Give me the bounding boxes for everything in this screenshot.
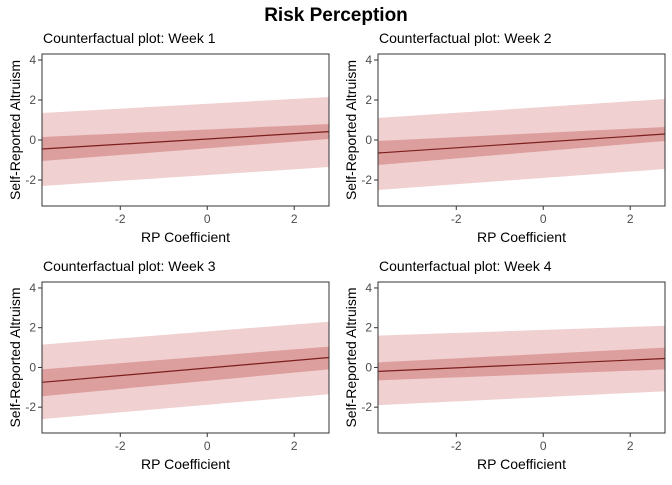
panel-border bbox=[377, 281, 666, 434]
y-tick-label: 2 bbox=[365, 321, 372, 335]
x-tick-label: -2 bbox=[115, 212, 126, 226]
inner-interval-band bbox=[42, 346, 329, 397]
x-tick-label: 2 bbox=[627, 212, 634, 226]
x-tick-label: 2 bbox=[291, 212, 298, 226]
y-tick-label: 4 bbox=[29, 281, 36, 295]
figure-title: Risk Perception bbox=[264, 5, 408, 26]
x-axis-label: RP Coefficient bbox=[477, 456, 566, 472]
panel-border bbox=[41, 281, 330, 434]
x-axis-label: RP Coefficient bbox=[141, 229, 230, 245]
panel-week-3: Counterfactual plot: Week 3 -2 0 2 -2 0 2 4 RP C… bbox=[7, 258, 330, 472]
y-axis-label: Self-Reported Altruism bbox=[343, 287, 359, 427]
panel-border bbox=[41, 53, 330, 207]
x-tick-label: 0 bbox=[204, 439, 211, 453]
mean-line bbox=[42, 131, 329, 150]
mean-line bbox=[378, 133, 665, 154]
x-tick-label: 0 bbox=[540, 212, 547, 226]
y-tick-label: 2 bbox=[29, 93, 36, 107]
x-tick-label: -2 bbox=[451, 212, 462, 226]
inner-interval-band bbox=[42, 124, 329, 161]
x-axis-label: RP Coefficient bbox=[477, 229, 566, 245]
y-tick-label: -2 bbox=[25, 173, 36, 187]
y-tick-label: 4 bbox=[365, 281, 372, 295]
y-tick-label: -2 bbox=[361, 173, 372, 187]
y-tick-label: 0 bbox=[29, 360, 36, 374]
y-axis-label: Self-Reported Altruism bbox=[343, 60, 359, 200]
panel-title: Counterfactual plot: Week 2 bbox=[379, 30, 552, 46]
panel-week-2: Counterfactual plot: Week 2 -2 0 2 -2 0 2 4 RP C… bbox=[343, 30, 666, 245]
x-tick-label: -2 bbox=[115, 439, 126, 453]
y-tick-label: 0 bbox=[365, 360, 372, 374]
panel-title: Counterfactual plot: Week 3 bbox=[43, 258, 216, 274]
inner-interval-band bbox=[378, 127, 665, 165]
x-tick-label: 2 bbox=[627, 439, 634, 453]
plot-area bbox=[378, 99, 665, 190]
y-tick-label: 2 bbox=[365, 93, 372, 107]
panel-border bbox=[377, 53, 666, 207]
panel-title: Counterfactual plot: Week 1 bbox=[43, 30, 216, 46]
x-tick-label: 0 bbox=[204, 212, 211, 226]
plot-area bbox=[378, 325, 665, 406]
x-tick-label: 2 bbox=[291, 439, 298, 453]
y-axis-label: Self-Reported Altruism bbox=[7, 287, 23, 427]
y-tick-label: -2 bbox=[25, 400, 36, 414]
panel-week-1: Counterfactual plot: Week 1 -2 0 2 -2 0 2 4 RP C… bbox=[7, 30, 330, 245]
y-tick-label: 0 bbox=[29, 133, 36, 147]
plot-area bbox=[42, 97, 329, 186]
x-tick-label: -2 bbox=[451, 439, 462, 453]
mean-line bbox=[42, 356, 329, 383]
y-tick-label: -2 bbox=[361, 400, 372, 414]
mean-line bbox=[378, 357, 665, 373]
y-tick-label: 4 bbox=[29, 53, 36, 67]
x-tick-label: 0 bbox=[540, 439, 547, 453]
panel-week-4: Counterfactual plot: Week 4 -2 0 2 -2 0 2 4 RP C… bbox=[343, 258, 666, 472]
y-axis-label: Self-Reported Altruism bbox=[7, 60, 23, 200]
plot-area bbox=[42, 321, 329, 420]
inner-interval-band bbox=[378, 347, 665, 381]
x-axis-label: RP Coefficient bbox=[141, 456, 230, 472]
y-tick-label: 2 bbox=[29, 321, 36, 335]
panel-title: Counterfactual plot: Week 4 bbox=[379, 258, 552, 274]
y-tick-label: 0 bbox=[365, 133, 372, 147]
y-tick-label: 4 bbox=[365, 53, 372, 67]
